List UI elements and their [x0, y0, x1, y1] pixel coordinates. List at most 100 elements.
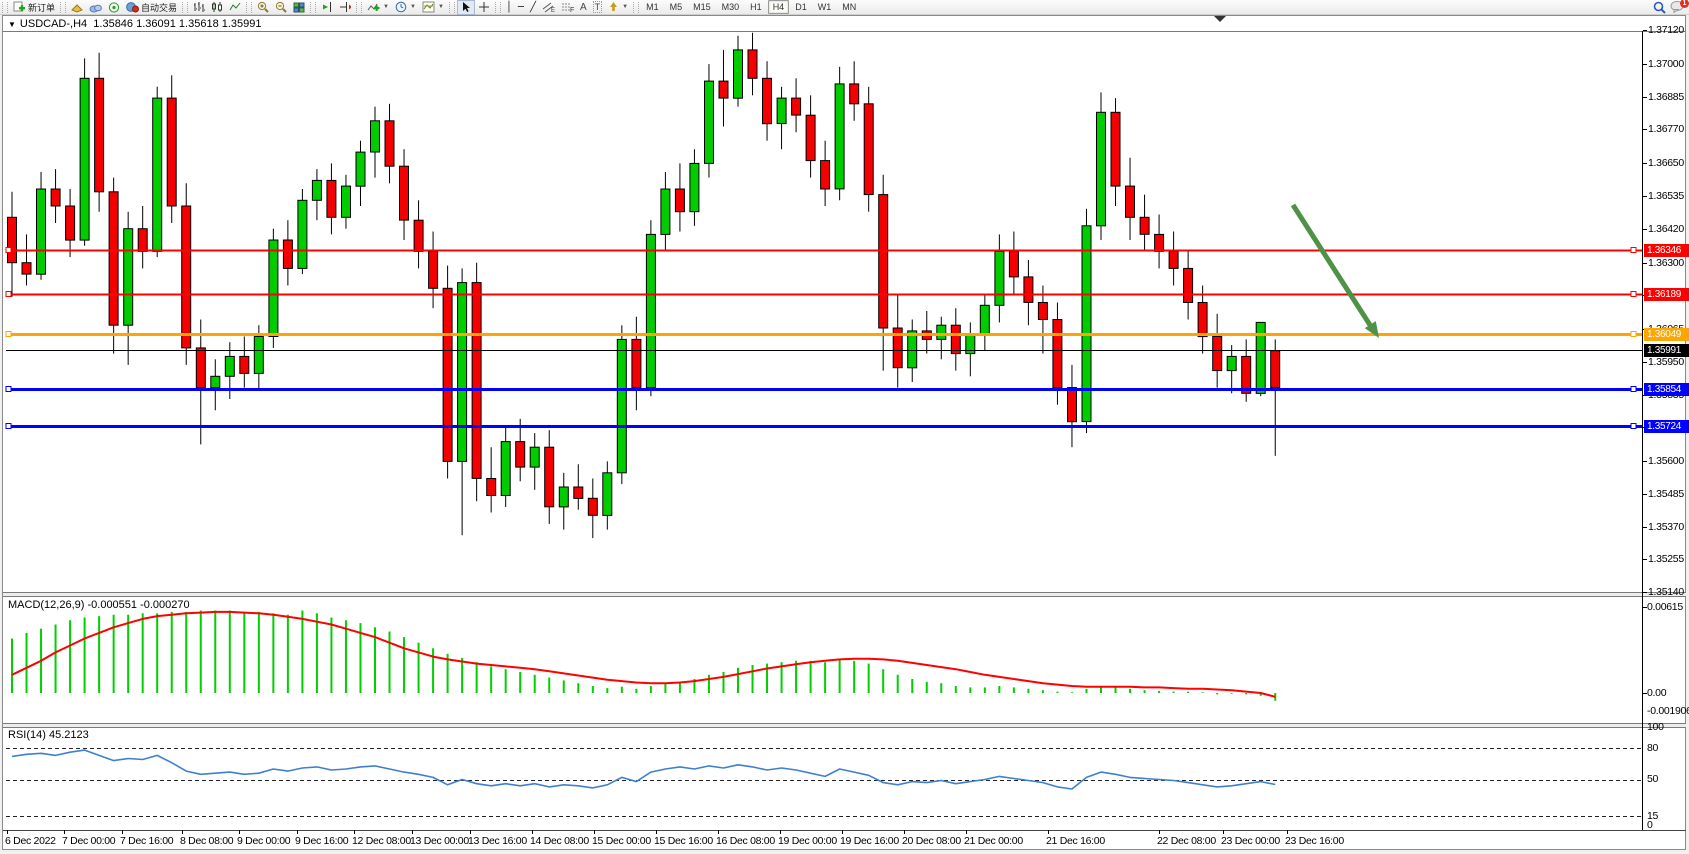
candle-body [820, 160, 831, 190]
level-line-handle[interactable] [5, 386, 12, 392]
timeframe-button-M30[interactable]: M30 [721, 2, 740, 12]
level-line-handle[interactable] [1630, 331, 1637, 337]
candle-body [515, 441, 526, 468]
candle-body [1096, 111, 1106, 227]
cursor-button[interactable] [456, 0, 475, 15]
level-line-handle[interactable] [1630, 247, 1637, 253]
price-tick-label: 1.35140 [1648, 586, 1684, 598]
level-line-handle[interactable] [1630, 423, 1637, 429]
level-price-badge-1.36346: 1.36346 [1644, 244, 1689, 257]
candle-body [326, 179, 337, 218]
timeframe-button-H4[interactable]: H4 [767, 0, 790, 14]
candle-body [1270, 350, 1281, 389]
tile-windows-button[interactable] [290, 1, 308, 14]
candle-body [36, 188, 46, 275]
current-price-badge: 1.35991 [1644, 344, 1689, 357]
auto-scroll-button[interactable] [318, 1, 336, 14]
auto-scroll-icon [323, 2, 332, 12]
cloud-button[interactable] [86, 1, 105, 14]
price-tick-label: 1.36885 [1648, 91, 1684, 103]
macd-values: -0.000551 -0.000270 [87, 599, 190, 611]
candle-body [253, 336, 264, 374]
crosshair-button[interactable] [475, 1, 493, 14]
equidistant-channel-button[interactable]: E [539, 1, 558, 14]
signal-button[interactable] [105, 1, 123, 14]
candle-body [1052, 319, 1063, 389]
history-button[interactable] [68, 1, 86, 14]
candle-body [1226, 355, 1237, 372]
svg-text:F: F [570, 7, 574, 13]
candle-body [1037, 302, 1048, 320]
vertical-line-icon: │ [505, 1, 512, 13]
candle-body [370, 120, 380, 153]
timeframe-button-MN[interactable]: MN [842, 2, 857, 12]
level-line-handle[interactable] [5, 247, 12, 253]
rsi-axis-80: 80 [1647, 742, 1659, 754]
fibonacci-icon: F [561, 3, 574, 13]
chart-shift-marker[interactable] [1214, 16, 1226, 22]
candle-body [399, 165, 409, 221]
price-tick-label: 1.35255 [1648, 553, 1684, 565]
timeframe-button-M5[interactable]: M5 [669, 2, 683, 12]
candle-body [384, 120, 395, 167]
macd-rsi-separator-top[interactable] [3, 723, 1686, 724]
line-chart-button[interactable] [226, 1, 244, 14]
auto-trading-button[interactable]: 自动交易 [123, 1, 180, 14]
candle-body [791, 97, 802, 116]
symbol-dropdown-icon[interactable]: ▼ [8, 20, 16, 29]
text-button[interactable]: A [577, 1, 590, 14]
bar-chart-icon [194, 2, 206, 12]
level-line-handle[interactable] [1630, 291, 1637, 297]
candle-body [892, 327, 903, 369]
periods-button[interactable]: ▼ [392, 1, 419, 14]
vertical-line-button[interactable]: │ [503, 1, 515, 14]
rsi-value: 45.2123 [48, 729, 89, 741]
annotation-arrow-head[interactable] [1364, 321, 1379, 338]
arrows-button[interactable]: ▼ [605, 1, 631, 14]
rsi-label: RSI(14) 45.2123 [8, 729, 89, 741]
macd-axis-zero: 0.00 [1647, 687, 1667, 699]
timeframe-button-M1[interactable]: M1 [646, 2, 659, 12]
horizontal-line-button[interactable]: ─ [515, 1, 527, 14]
annotation-arrow-line[interactable] [1290, 203, 1373, 327]
timeframe-button-W1[interactable]: W1 [817, 2, 832, 12]
time-axis-label: 21 Dec 16:00 [1046, 835, 1105, 847]
level-line-handle[interactable] [1630, 386, 1637, 392]
zoom-in-button[interactable] [254, 1, 272, 14]
price-tick-label: 1.37000 [1648, 58, 1684, 70]
toolbar-right-group: 1 [1653, 0, 1689, 15]
macd-rsi-separator-bottom [3, 727, 1686, 728]
new-order-button[interactable]: 新订单 [10, 1, 58, 14]
candle-body [65, 205, 76, 241]
indicators-button[interactable]: ▼ [364, 1, 392, 14]
time-axis-label: 7 Dec 00:00 [62, 835, 116, 847]
timeframe-button-H1[interactable]: H1 [750, 2, 762, 12]
bar-chart-button[interactable] [190, 1, 208, 14]
search-icon[interactable] [1653, 1, 1666, 14]
time-axis-label: 8 Dec 08:00 [180, 835, 234, 847]
level-line-handle[interactable] [5, 291, 12, 297]
level-line-handle[interactable] [5, 331, 12, 337]
zoom-out-button[interactable] [272, 1, 290, 14]
candle-body [907, 330, 918, 369]
main-macd-splitter[interactable] [3, 593, 1686, 596]
candle-body [428, 250, 439, 289]
timeframe-button-M15[interactable]: M15 [693, 2, 711, 12]
trendline-button[interactable]: ╱ [527, 1, 539, 14]
level-line-handle[interactable] [5, 423, 12, 429]
candle-chart-icon [212, 2, 223, 12]
main-macd-separator-top[interactable] [3, 592, 1686, 593]
text-label-button[interactable]: T [590, 1, 606, 14]
chart-shift-button[interactable] [336, 1, 354, 14]
candle-body [152, 97, 163, 252]
text-label-icon: T [592, 1, 603, 13]
candle-body [631, 338, 642, 389]
fibonacci-button[interactable]: F [558, 1, 577, 14]
candle-chart-button[interactable] [208, 1, 226, 14]
toolbar-grip [356, 1, 363, 13]
timeframe-button-D1[interactable]: D1 [795, 2, 807, 12]
notifications-button[interactable]: 1 [1670, 0, 1689, 15]
macd-rsi-splitter[interactable] [3, 724, 1686, 727]
templates-button[interactable]: ▼ [419, 1, 447, 14]
